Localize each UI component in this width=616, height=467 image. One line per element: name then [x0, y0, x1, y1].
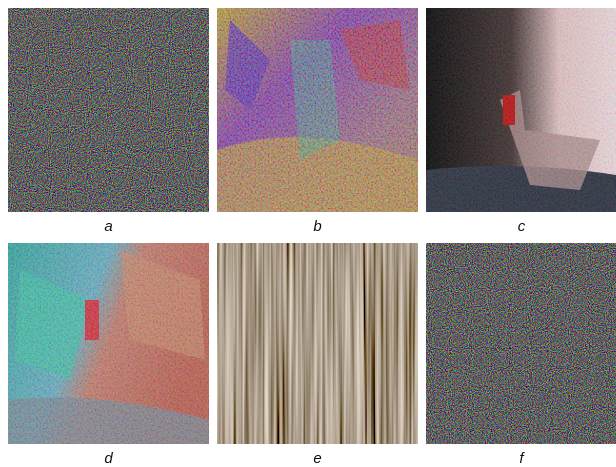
- image-e: [217, 243, 418, 444]
- panel-label: a: [8, 218, 209, 235]
- panel-label: e: [217, 450, 418, 467]
- image-f: [426, 243, 616, 444]
- image-c: [426, 8, 616, 212]
- image-b: [217, 8, 418, 212]
- figure: {"panels": [{"label": "a"}, {"label": "b…: [0, 0, 616, 467]
- panel-label: d: [8, 450, 209, 467]
- panel-label: b: [217, 218, 418, 235]
- panel-label: f: [421, 450, 616, 467]
- image-d: [8, 243, 209, 444]
- image-a: [8, 8, 209, 212]
- panel-label: c: [421, 218, 616, 235]
- page: html, body { margin: 0; padding: 0; back…: [0, 0, 616, 467]
